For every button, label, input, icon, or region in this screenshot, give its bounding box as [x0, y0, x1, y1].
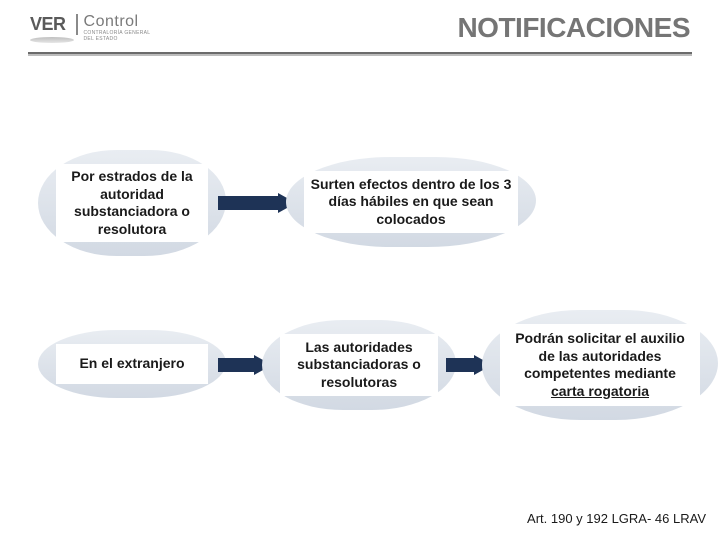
node-text-carta-underlined: carta rogatoria	[551, 383, 649, 401]
node-autoridades: Las autoridades substanciadoras o resolu…	[280, 334, 438, 396]
node-text-surten: Surten efectos dentro de los 3 días hábi…	[304, 171, 518, 233]
arrow-body	[218, 358, 256, 372]
arrow-body	[446, 358, 476, 372]
diagram-canvas: Por estrados de la autoridad substanciad…	[0, 56, 720, 486]
page-title: NOTIFICACIONES	[457, 12, 690, 44]
arrow-body	[218, 196, 280, 210]
logo-ver-text: VER	[30, 14, 78, 35]
node-carta-rogatoria: Podrán solicitar el auxilio de las autor…	[500, 324, 700, 406]
node-text-estrados: Por estrados de la autoridad substanciad…	[56, 164, 208, 242]
arrow-row1	[218, 196, 296, 210]
node-extranjero: En el extranjero	[56, 344, 208, 384]
node-text-carta-pre: Podrán solicitar el auxilio de las autor…	[506, 330, 694, 383]
logo-control-block: Control CONTRALORÍA GENERAL DEL ESTADO	[84, 14, 151, 42]
logo: VER Control CONTRALORÍA GENERAL DEL ESTA…	[30, 14, 150, 43]
logo-swoosh	[30, 37, 74, 43]
footer-citation: Art. 190 y 192 LGRA- 46 LRAV	[527, 511, 706, 526]
logo-subtitle-2: DEL ESTADO	[84, 37, 151, 42]
logo-control-text: Control	[84, 14, 151, 30]
node-estrados: Por estrados de la autoridad substanciad…	[56, 164, 208, 242]
node-text-carta: Podrán solicitar el auxilio de las autor…	[500, 324, 700, 406]
node-text-extranjero: En el extranjero	[56, 344, 208, 384]
node-surten-efectos: Surten efectos dentro de los 3 días hábi…	[304, 171, 518, 233]
node-text-autoridades: Las autoridades substanciadoras o resolu…	[280, 334, 438, 396]
